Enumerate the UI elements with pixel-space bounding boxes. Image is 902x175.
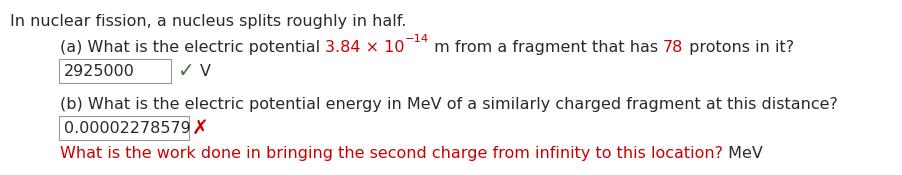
Text: ✓: ✓	[178, 62, 195, 81]
Text: V: V	[199, 64, 211, 79]
Text: (a) What is the electric potential: (a) What is the electric potential	[60, 40, 325, 55]
FancyBboxPatch shape	[59, 116, 189, 140]
Text: m from a fragment that has: m from a fragment that has	[428, 40, 662, 55]
Text: 2925000: 2925000	[64, 64, 134, 79]
Text: protons in it?: protons in it?	[683, 40, 793, 55]
Text: 78: 78	[662, 40, 683, 55]
Text: MeV: MeV	[723, 146, 762, 161]
Text: In nuclear fission, a nucleus splits roughly in half.: In nuclear fission, a nucleus splits rou…	[10, 14, 406, 29]
FancyBboxPatch shape	[59, 59, 170, 83]
Text: −14: −14	[404, 34, 428, 44]
Text: 0.00002278579: 0.00002278579	[64, 121, 190, 136]
Text: What is the work done in bringing the second charge from infinity to this locati: What is the work done in bringing the se…	[60, 146, 723, 161]
Text: ✗: ✗	[192, 119, 208, 138]
Text: 3.84 × 10: 3.84 × 10	[325, 40, 404, 55]
Text: (b) What is the electric potential energy in MeV of a similarly charged fragment: (b) What is the electric potential energ…	[60, 97, 837, 112]
